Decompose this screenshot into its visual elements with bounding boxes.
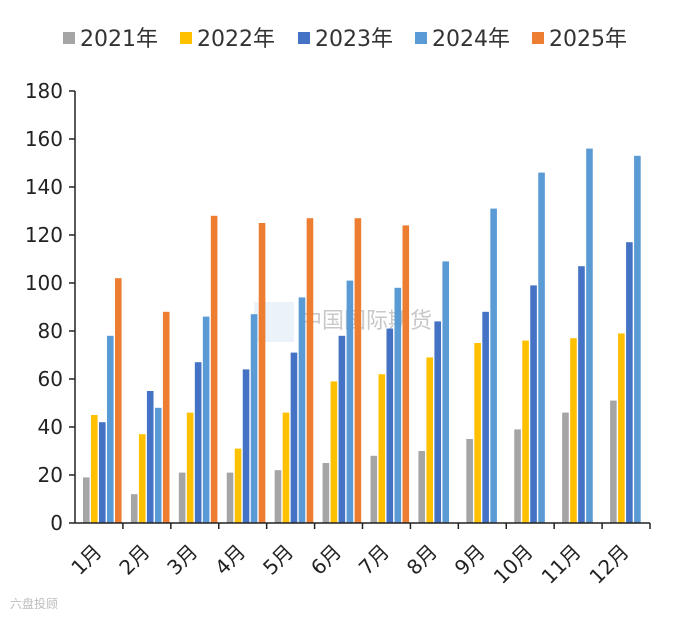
bar <box>91 415 98 523</box>
bar <box>242 369 250 523</box>
bar <box>514 429 521 523</box>
bar <box>274 470 282 523</box>
bar <box>146 391 154 523</box>
x-category-label: 3月 <box>162 540 202 580</box>
legend-label: 2022年 <box>197 27 275 52</box>
legend-swatch <box>298 32 310 44</box>
x-category-label: 12月 <box>584 540 633 589</box>
bar <box>250 314 258 523</box>
bar <box>490 208 497 523</box>
y-tick-label: 60 <box>38 367 63 391</box>
bar <box>474 343 481 523</box>
bar <box>394 287 402 523</box>
bar <box>618 333 625 523</box>
x-category-label: 8月 <box>402 540 442 580</box>
y-tick-label: 0 <box>50 511 63 535</box>
x-category-label: 1月 <box>66 540 106 580</box>
x-category-label: 4月 <box>210 540 250 580</box>
x-category-label: 7月 <box>354 540 394 580</box>
bar <box>282 412 290 523</box>
bars <box>83 148 641 524</box>
bar <box>154 407 162 523</box>
bar <box>83 477 90 523</box>
bar <box>626 242 633 523</box>
bar <box>466 439 473 523</box>
bar <box>107 335 114 523</box>
legend-swatch <box>180 32 192 44</box>
bar <box>298 297 306 523</box>
bar <box>378 374 386 523</box>
bar <box>538 172 545 523</box>
bar <box>354 218 362 523</box>
bar <box>138 434 146 523</box>
y-tick-label: 160 <box>25 127 63 151</box>
y-tick-label: 140 <box>25 175 63 199</box>
bar <box>482 311 489 523</box>
bar <box>570 338 577 523</box>
legend-label: 2025年 <box>549 27 627 52</box>
bar <box>194 362 202 523</box>
bar <box>162 311 170 523</box>
y-tick-label: 120 <box>25 223 63 247</box>
bar <box>322 463 330 523</box>
bar <box>562 412 569 523</box>
bar <box>434 321 442 523</box>
bar <box>610 400 617 523</box>
y-axis: 0 20 40 60 80 100 120 140 160 180 <box>25 79 76 535</box>
bar <box>370 455 378 523</box>
y-tick-label: 20 <box>38 463 63 487</box>
y-tick-label: 80 <box>38 319 63 343</box>
x-category-label: 6月 <box>306 540 346 580</box>
x-category-label: 11月 <box>537 540 586 589</box>
bar <box>202 316 210 523</box>
bar <box>426 357 434 523</box>
bar <box>306 218 314 523</box>
legend-label: 2021年 <box>80 27 158 52</box>
bar <box>346 280 354 523</box>
legend-swatch <box>415 32 427 44</box>
bar <box>522 340 529 523</box>
bar <box>634 155 641 524</box>
x-category-label: 9月 <box>450 540 490 580</box>
legend-label: 2023年 <box>315 27 393 52</box>
bar <box>258 223 266 523</box>
bar <box>99 422 106 523</box>
legend-label: 2024年 <box>432 27 510 52</box>
x-category-label: 10月 <box>489 540 538 589</box>
bar <box>418 451 426 523</box>
legend-swatch <box>532 32 544 44</box>
bar <box>130 494 138 523</box>
bar <box>115 278 122 523</box>
bar <box>530 285 537 523</box>
bar <box>578 266 585 523</box>
bar <box>586 148 593 523</box>
legend: 2021年 2022年 2023年 2024年 2025年 <box>63 27 627 52</box>
source-mark: 六盘投顾 <box>10 596 58 611</box>
bar <box>330 381 338 523</box>
bar <box>338 335 346 523</box>
bar <box>402 225 410 523</box>
watermark-text: 中国国际期货 <box>300 309 432 334</box>
bar <box>442 261 450 523</box>
bar <box>386 328 394 523</box>
y-tick-label: 180 <box>25 79 63 103</box>
legend-swatch <box>63 32 75 44</box>
bar <box>226 472 234 523</box>
bar <box>186 412 194 523</box>
y-tick-label: 40 <box>38 415 63 439</box>
x-category-label: 2月 <box>114 540 154 580</box>
source-text: 六盘投顾 <box>10 596 58 611</box>
bar <box>234 448 242 523</box>
x-category-label: 5月 <box>258 540 298 580</box>
bar <box>178 472 186 523</box>
bar <box>290 352 298 523</box>
bar <box>210 215 218 524</box>
y-tick-label: 100 <box>25 271 63 295</box>
